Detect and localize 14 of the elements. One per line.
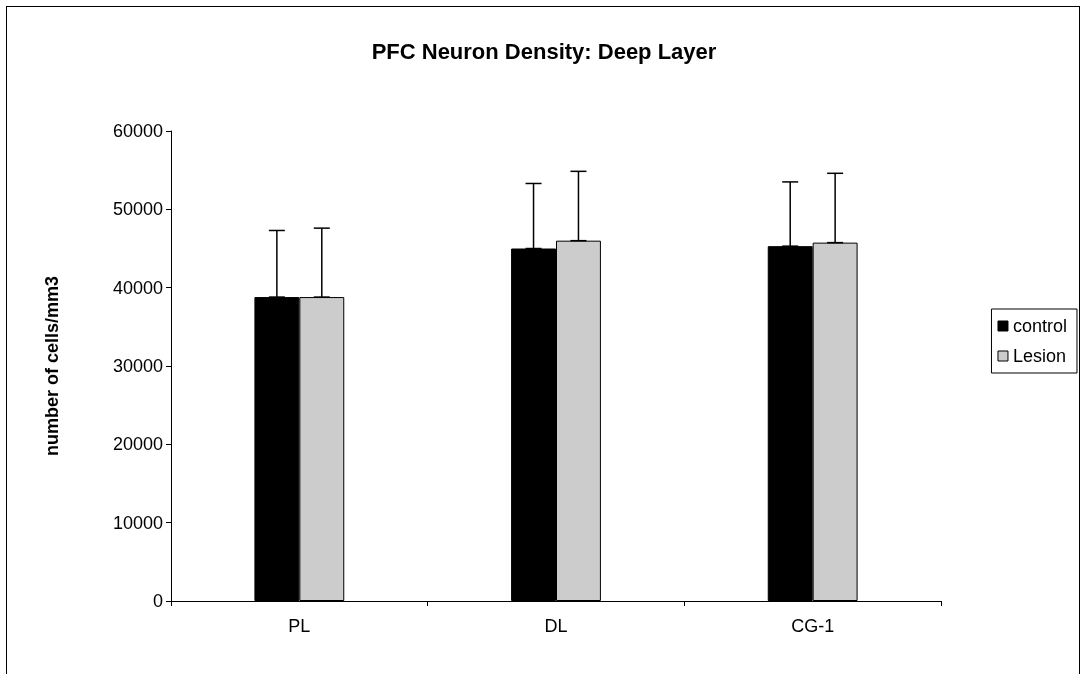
y-tick-label: 60000 bbox=[112, 121, 163, 141]
y-tick-label: 30000 bbox=[112, 356, 163, 376]
x-tick-label: CG-1 bbox=[791, 616, 835, 636]
x-tick-label: PL bbox=[288, 616, 311, 636]
y-tick-label: 40000 bbox=[112, 277, 163, 298]
legend-label: Lesion bbox=[1012, 346, 1067, 366]
chart-title: PFC Neuron Density: Deep Layer bbox=[371, 38, 717, 64]
legend-label: control bbox=[1012, 316, 1067, 336]
y-tick-label: 10000 bbox=[112, 512, 163, 533]
y-tick-label: 0 bbox=[152, 591, 163, 611]
x-tick-label: DL bbox=[544, 616, 568, 636]
y-axis-title: number of cells/mm3 bbox=[42, 275, 62, 457]
y-tick-label: 50000 bbox=[112, 199, 163, 220]
y-tick-label: 20000 bbox=[112, 434, 163, 455]
